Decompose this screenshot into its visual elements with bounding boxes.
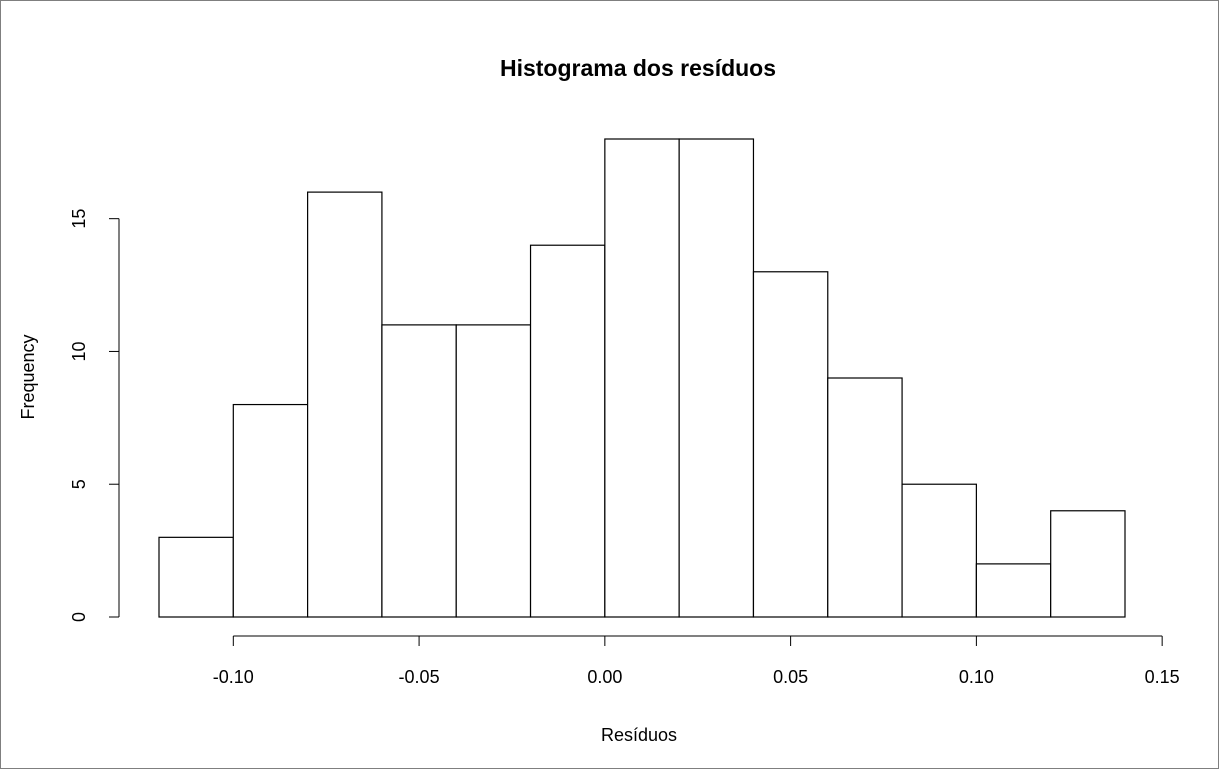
y-axis-label: Frequency — [18, 334, 38, 419]
histogram-bar — [158, 536, 234, 618]
x-axis: -0.10 -0.05 0.00 0.05 0.10 0.15 — [213, 635, 1180, 687]
x-tick-label: -0.05 — [399, 667, 440, 687]
histogram-bar — [455, 324, 532, 618]
x-tick-label: 0.10 — [959, 667, 994, 687]
y-ticks: 0 5 10 15 — [69, 209, 119, 622]
y-tick-label: 5 — [69, 479, 89, 489]
y-axis: 0 5 10 15 — [69, 209, 120, 622]
histogram-bar — [827, 377, 903, 618]
y-tick-label: 0 — [69, 612, 89, 622]
histogram-bar — [381, 324, 457, 618]
x-tick-label: 0.00 — [587, 667, 622, 687]
histogram-bar — [307, 191, 383, 618]
x-tick-label: 0.15 — [1145, 667, 1180, 687]
chart-title: Histograma dos resíduos — [500, 55, 776, 81]
histogram-bar — [232, 403, 309, 618]
histogram-bar — [678, 138, 755, 618]
x-ticks: -0.10 -0.05 0.00 0.05 0.10 0.15 — [213, 636, 1180, 687]
histogram-bar — [975, 563, 1052, 618]
x-tick-label: 0.05 — [773, 667, 808, 687]
histogram-bar — [901, 483, 977, 618]
histogram-bar — [752, 271, 829, 618]
histogram-bar — [1050, 510, 1126, 618]
histogram-bar — [604, 138, 680, 618]
y-tick-label: 15 — [69, 209, 89, 229]
histogram-bar — [529, 244, 606, 618]
y-tick-label: 10 — [69, 341, 89, 361]
histogram-bars — [158, 138, 1126, 618]
x-axis-label: Resíduos — [601, 725, 677, 745]
x-tick-label: -0.10 — [213, 667, 254, 687]
